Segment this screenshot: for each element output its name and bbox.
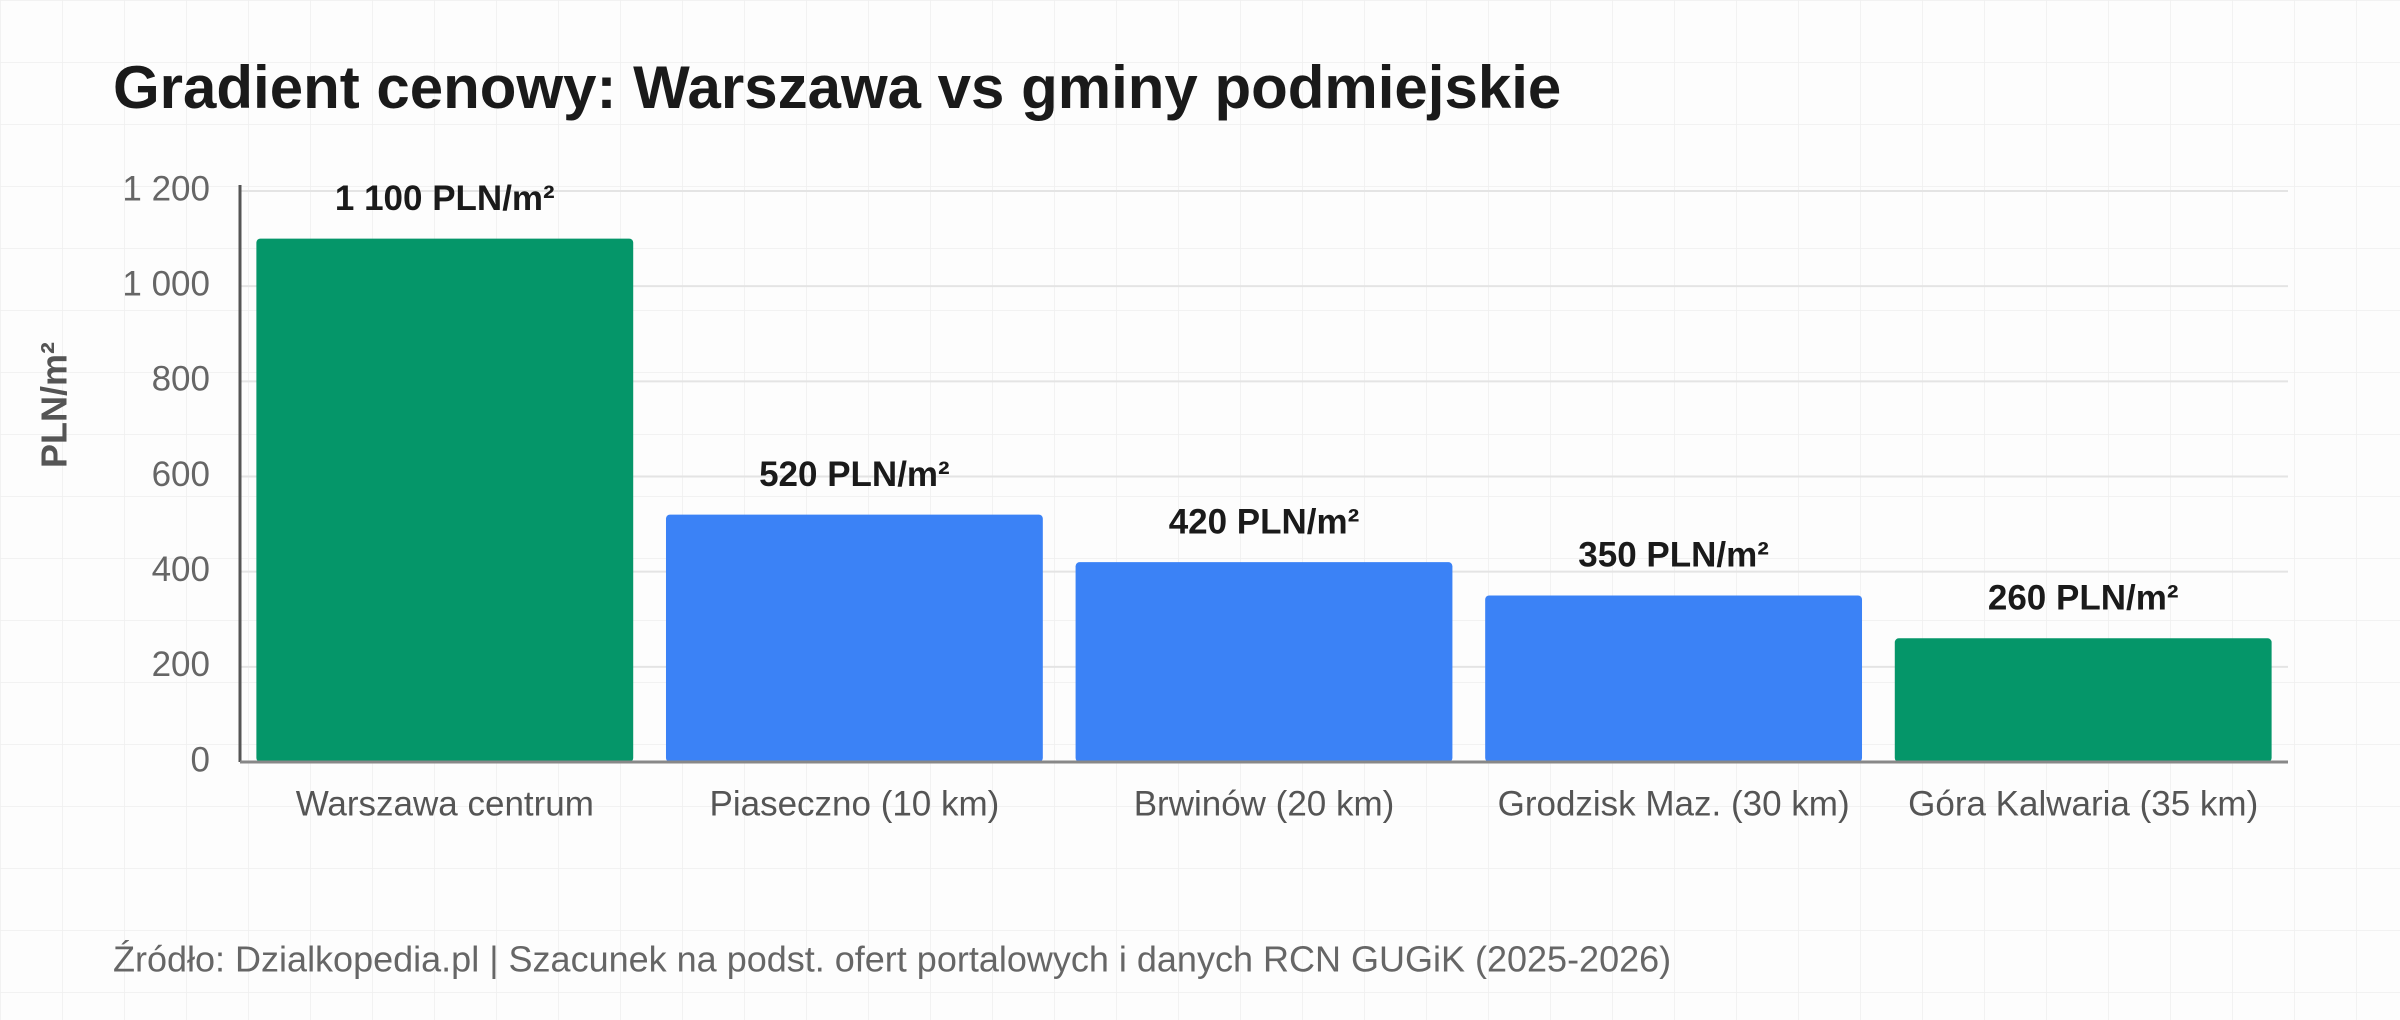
y-tick-label: 400 [152,550,210,589]
x-tick-label: Brwinów (20 km) [1134,784,1395,823]
x-tick-label: Piaseczno (10 km) [709,784,999,823]
bar [256,238,634,763]
y-tick-label: 1 000 [122,264,210,303]
y-tick-label: 800 [152,360,210,399]
value-label: 420 PLN/m² [1169,502,1360,541]
x-tick-label: Warszawa centrum [296,784,594,823]
x-tick-label: Grodzisk Maz. (30 km) [1498,784,1850,823]
value-label: 520 PLN/m² [759,455,950,494]
value-label: 350 PLN/m² [1578,536,1769,575]
value-label: 260 PLN/m² [1988,579,2179,618]
bar [1485,595,1863,762]
y-axis-label: PLN/m² [34,342,75,468]
y-tick-label: 600 [152,455,210,494]
bar [1894,638,2272,762]
source-note: Źródło: Dzialkopedia.pl | Szacunek na po… [113,939,1671,980]
value-label: 1 100 PLN/m² [335,179,555,218]
bar [1075,562,1453,762]
chart-title: Gradient cenowy: Warszawa vs gminy podmi… [113,54,1561,121]
bar [665,514,1043,762]
y-tick-label: 200 [152,645,210,684]
x-tick-label: Góra Kalwaria (35 km) [1908,784,2258,823]
y-tick-label: 1 200 [122,169,210,208]
y-tick-label: 0 [191,740,210,779]
